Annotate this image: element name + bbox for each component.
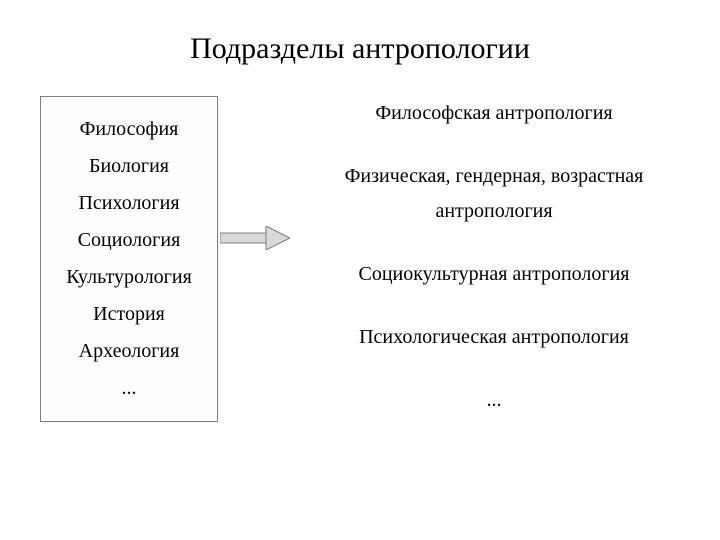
discipline-item: Психология: [55, 185, 203, 222]
subdivision-item: Социокультурная антропология: [308, 257, 680, 292]
discipline-item: Культурология: [55, 259, 203, 296]
discipline-item: Археология: [55, 333, 203, 370]
content-area: Философия Биология Психология Социология…: [0, 86, 720, 446]
discipline-item: Философия: [55, 111, 203, 148]
subdivision-item: ...: [308, 383, 680, 418]
discipline-item: История: [55, 296, 203, 333]
subdivision-item: Психологическая антропология: [308, 320, 680, 355]
subdivision-item: Философская антропология: [308, 96, 680, 131]
discipline-item: ...: [55, 370, 203, 407]
discipline-item: Биология: [55, 148, 203, 185]
discipline-item: Социология: [55, 222, 203, 259]
subdivisions-column: Философская антропология Физическая, ген…: [308, 86, 680, 446]
disciplines-box: Философия Биология Психология Социология…: [40, 96, 218, 422]
page-title: Подразделы антропологии: [0, 0, 720, 86]
subdivision-item: Физическая, гендерная, возрастная антроп…: [308, 159, 680, 229]
arrow-icon: [220, 226, 290, 250]
